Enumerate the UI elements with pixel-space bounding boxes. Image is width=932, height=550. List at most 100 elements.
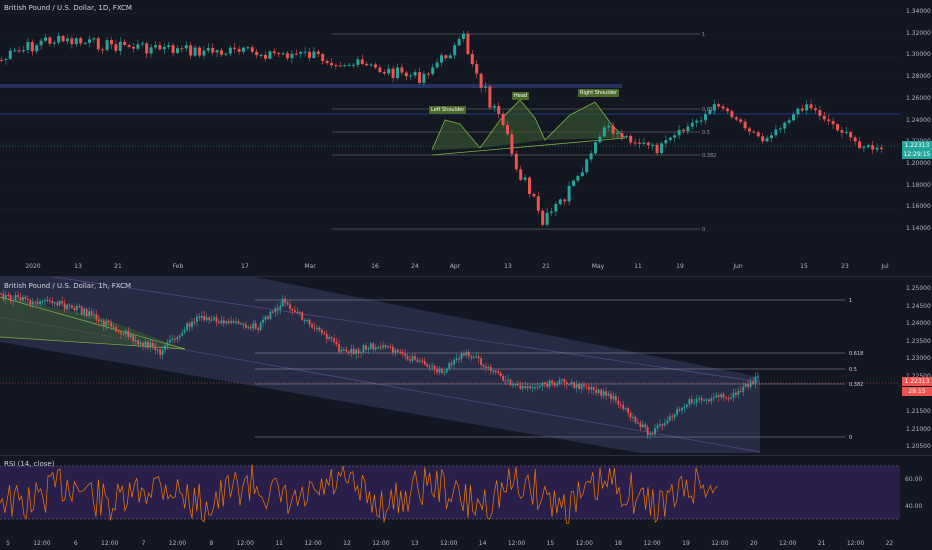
candle (132, 334, 135, 342)
candle (330, 62, 333, 66)
rsi-canvas[interactable] (0, 456, 900, 536)
candle (708, 399, 710, 402)
candle (156, 349, 159, 351)
candle (404, 353, 407, 356)
rsi-band (0, 466, 900, 519)
candle (382, 345, 384, 348)
candle (140, 43, 144, 45)
candle (749, 381, 752, 387)
candle (742, 386, 745, 392)
candle (377, 347, 380, 349)
candle (531, 387, 534, 389)
candle (58, 301, 61, 306)
candle (573, 382, 576, 388)
candle (107, 321, 110, 323)
daily-current-price-tag: 1.22313 (902, 141, 932, 150)
time-tick: 6 (73, 540, 78, 547)
candle (303, 319, 306, 321)
candle (575, 384, 578, 388)
daily-price-axis[interactable]: 1.34000 1.32000 1.30000 1.28000 1.26000 1.240… (900, 0, 932, 258)
candle (695, 120, 699, 123)
hourly-chart-canvas[interactable]: 1 0.618 0.5 0.382 0 (0, 277, 900, 455)
candle (605, 391, 607, 396)
candle (392, 346, 394, 353)
candle (406, 355, 409, 360)
candle (748, 128, 751, 132)
candle (666, 420, 669, 424)
candle (480, 358, 482, 366)
candle (277, 52, 281, 54)
candle (262, 319, 264, 323)
candle (318, 327, 321, 330)
candle (215, 317, 218, 322)
candle (752, 381, 754, 384)
candle (115, 326, 117, 332)
candle (688, 399, 691, 405)
time-tick: 12:00 (236, 540, 254, 547)
candle (725, 397, 727, 399)
daily-time-axis[interactable]: 2020 13 21 Feb 17 Mar 16 24 Apr 13 21 May 11 19 Jun 15 2… (0, 261, 900, 275)
candle (36, 301, 39, 305)
rsi-pane[interactable]: RSI (14, close) 60.00 40.00 (0, 456, 932, 536)
candle (123, 41, 127, 46)
candle (409, 359, 411, 361)
hourly-price-tick: 1.25000 (906, 285, 931, 292)
hourly-price-axis[interactable]: 1.25000 1.24500 1.24000 1.23500 1.23000 1.225… (900, 277, 932, 455)
candle (512, 384, 514, 386)
candle (151, 343, 154, 347)
candle (624, 408, 627, 410)
candle (286, 302, 289, 305)
candle (173, 338, 176, 340)
candle (558, 199, 562, 205)
candle (450, 363, 453, 365)
candle (712, 397, 715, 399)
candle (651, 144, 655, 146)
candle (264, 316, 267, 320)
candle (438, 368, 441, 373)
candle (96, 38, 100, 50)
candle (2, 293, 5, 300)
candle (818, 110, 822, 116)
candle (592, 387, 595, 391)
candle (225, 321, 228, 324)
candle (196, 316, 198, 322)
candle (681, 407, 683, 411)
candle (340, 349, 343, 352)
candle (641, 424, 644, 427)
candle (488, 86, 492, 108)
candle (154, 45, 157, 48)
candle (617, 400, 620, 405)
candle (227, 321, 230, 323)
candle (169, 339, 171, 343)
hourly-chart-pane[interactable]: 1 0.618 0.5 0.382 0 British Pound / U.S. Dol… (0, 277, 932, 455)
hourly-price-tick: 1.24000 (906, 320, 931, 328)
candle (61, 301, 64, 304)
time-tick: 19 (676, 263, 684, 270)
candle (519, 385, 522, 389)
candle (558, 379, 561, 384)
candle (524, 386, 527, 388)
hourly-time-axis[interactable]: 5 12:00 6 12:00 7 12:00 8 12:00 11 12:00 12 12:00 13… (0, 538, 900, 550)
candle (614, 396, 617, 401)
candle (422, 73, 426, 83)
candle (598, 136, 602, 143)
descending-channel[interactable] (0, 277, 760, 453)
candle (411, 356, 414, 361)
candle (737, 390, 740, 395)
candle (299, 51, 303, 54)
candle (384, 345, 387, 348)
candle (610, 393, 612, 400)
candle (4, 294, 7, 300)
candle (654, 428, 656, 435)
time-tick: 13 (504, 263, 512, 270)
time-tick: 13 (410, 540, 419, 547)
candle (159, 349, 162, 355)
time-tick: Jul (881, 263, 889, 270)
candle (284, 298, 286, 303)
candle (423, 361, 426, 365)
daily-price-tick: 1.16000 (906, 203, 931, 211)
resistance-band (0, 84, 622, 88)
candle (149, 343, 152, 348)
